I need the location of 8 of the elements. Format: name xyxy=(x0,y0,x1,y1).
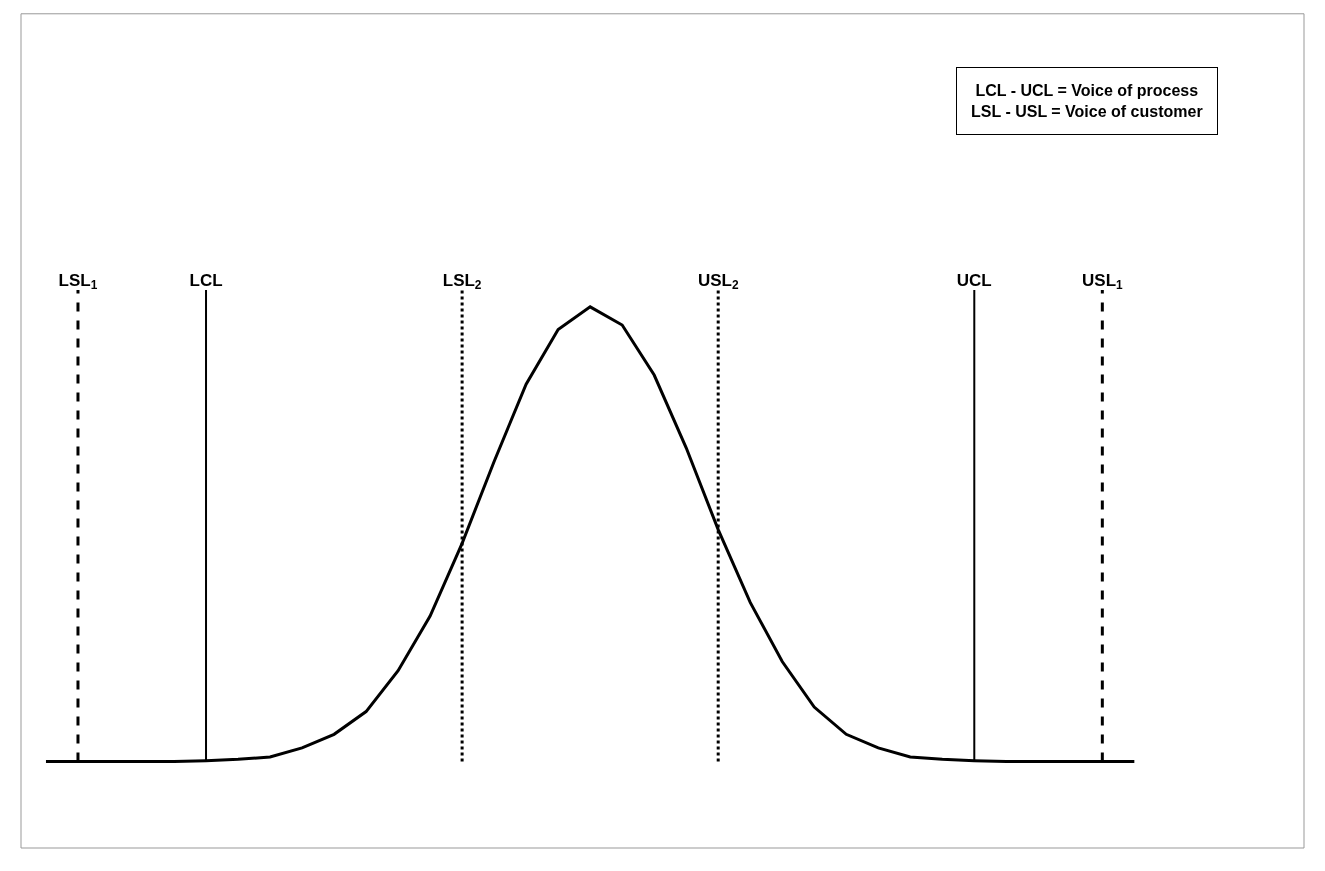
x-tick-label: UCL xyxy=(956,270,992,290)
x-tick-label: USL$_{2}$ xyxy=(697,270,739,293)
x-tick-label: LSL$_{2}$ xyxy=(442,270,482,293)
x-tick-label: LCL xyxy=(189,270,223,290)
x-tick-label: USL$_{1}$ xyxy=(1082,270,1124,293)
x-tick-label: LSL$_{1}$ xyxy=(58,270,98,293)
text: LCL - UCL = Voice of process xyxy=(975,82,1199,99)
text: LSL - USL = Voice of customer xyxy=(971,102,1203,120)
